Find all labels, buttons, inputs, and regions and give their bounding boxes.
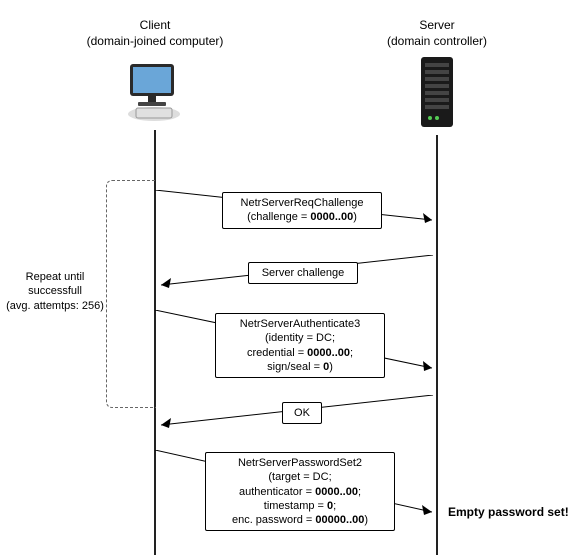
msg1-p1c: ) — [353, 211, 357, 223]
msg1-b1: 0000..00 — [310, 211, 353, 223]
computer-icon — [122, 58, 188, 128]
repeat-line1: Repeat until — [26, 271, 85, 283]
repeat-caption: Repeat until successfull (avg. attemtps:… — [5, 270, 105, 313]
server-icon — [415, 55, 459, 133]
msg4-box: OK — [282, 402, 322, 424]
msg5-box: NetrServerPasswordSet2 (target = DC; aut… — [205, 452, 395, 531]
outcome-text: Empty password set! — [448, 505, 569, 519]
repeat-region — [106, 180, 156, 408]
repeat-line3: (avg. attemtps: 256) — [6, 300, 104, 312]
msg1-box: NetrServerReqChallenge (challenge = 0000… — [222, 192, 382, 229]
msg3-title: NetrServerAuthenticate3 — [240, 318, 360, 330]
msg4-title: OK — [294, 407, 310, 419]
msg3-p3c: ) — [329, 361, 333, 373]
msg3-p2a: credential = — [247, 347, 307, 359]
msg5-p3a: timestamp = — [264, 500, 327, 512]
msg2-box: Server challenge — [248, 262, 358, 284]
msg3-p1: (identity = DC; — [265, 332, 335, 344]
msg3-p2c: ; — [350, 347, 353, 359]
msg2-title: Server challenge — [262, 267, 345, 279]
msg3-p3a: sign/seal = — [267, 361, 323, 373]
msg5-title: NetrServerPasswordSet2 — [238, 457, 362, 469]
msg5-p3c: ; — [333, 500, 336, 512]
server-subtitle: (domain controller) — [377, 34, 497, 48]
server-title: Server — [387, 18, 487, 32]
msg5-p4c: ) — [364, 514, 368, 526]
msg3-box: NetrServerAuthenticate3 (identity = DC; … — [215, 313, 385, 378]
msg5-p1: (target = DC; — [268, 471, 331, 483]
msg3-b2: 0000..00 — [307, 347, 350, 359]
msg5-p2a: authenticator = — [239, 486, 315, 498]
msg5-p4a: enc. password = — [232, 514, 315, 526]
msg5-b4: 00000..00 — [315, 514, 364, 526]
repeat-line2: successfull — [28, 285, 82, 297]
client-title: Client — [105, 18, 205, 32]
msg1-p1: (challenge = — [247, 211, 310, 223]
client-subtitle: (domain-joined computer) — [80, 34, 230, 48]
msg5-p2c: ; — [358, 486, 361, 498]
msg5-b2: 0000..00 — [315, 486, 358, 498]
msg1-title: NetrServerReqChallenge — [241, 197, 364, 209]
